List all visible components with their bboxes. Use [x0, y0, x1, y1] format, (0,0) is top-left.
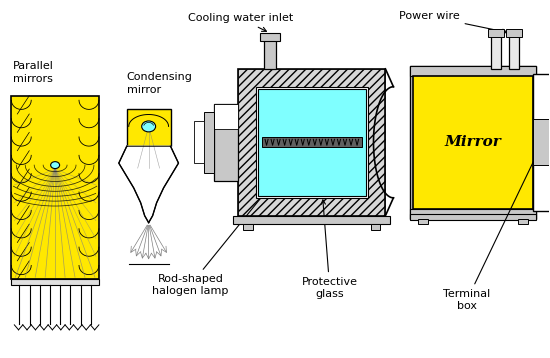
- Bar: [258, 89, 366, 196]
- Text: Condensing
mirror: Condensing mirror: [126, 72, 192, 95]
- Bar: [238, 69, 386, 216]
- Text: Protective
glass: Protective glass: [302, 200, 358, 299]
- Ellipse shape: [51, 161, 59, 169]
- Bar: [214, 103, 238, 129]
- Text: Rod-shaped
halogen lamp: Rod-shaped halogen lamp: [152, 150, 299, 296]
- Ellipse shape: [142, 121, 156, 132]
- Bar: [243, 224, 253, 229]
- Text: Power wire: Power wire: [399, 11, 507, 34]
- Text: Terminal
box: Terminal box: [443, 146, 541, 311]
- Bar: [194, 121, 205, 163]
- Bar: [264, 37, 276, 69]
- Text: Parallel
mirrors: Parallel mirrors: [13, 61, 54, 84]
- Bar: [205, 112, 214, 173]
- Bar: [410, 214, 536, 220]
- Bar: [410, 209, 536, 219]
- Bar: [509, 33, 519, 69]
- Bar: [491, 33, 501, 69]
- Bar: [413, 76, 533, 209]
- Bar: [256, 87, 367, 198]
- Bar: [262, 137, 361, 147]
- Bar: [488, 29, 504, 37]
- Bar: [410, 66, 536, 219]
- Bar: [371, 224, 381, 229]
- Bar: [533, 74, 550, 211]
- Bar: [506, 29, 522, 37]
- Bar: [260, 33, 280, 41]
- Polygon shape: [119, 146, 179, 223]
- Bar: [126, 108, 170, 146]
- Bar: [533, 120, 550, 165]
- Text: Mirror: Mirror: [444, 135, 502, 149]
- Bar: [12, 279, 99, 285]
- Bar: [233, 216, 390, 224]
- Bar: [518, 219, 527, 224]
- Bar: [214, 103, 238, 181]
- Bar: [410, 66, 536, 76]
- Text: Cooling water inlet: Cooling water inlet: [188, 13, 293, 32]
- Bar: [12, 96, 99, 279]
- Bar: [418, 219, 428, 224]
- Bar: [238, 69, 386, 216]
